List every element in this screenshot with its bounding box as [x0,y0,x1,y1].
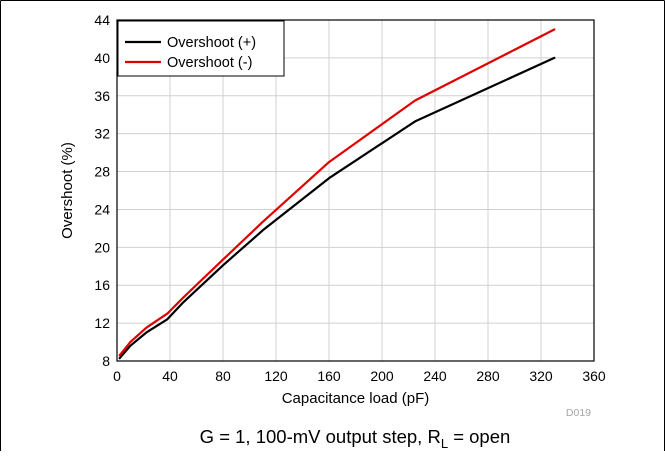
x-axis-title: Capacitance load (pF) [282,390,430,407]
x-tick-label: 280 [476,368,500,384]
y-tick-label: 40 [94,50,110,66]
x-tick-label: 240 [423,368,447,384]
figure-id: D019 [566,407,591,419]
series-line-1 [118,56,556,360]
y-axis-title: Overshoot (%) [59,142,76,239]
y-tick-label: 12 [94,315,110,331]
legend: Overshoot (+) Overshoot (-) [117,20,285,77]
legend-label-2: Overshoot (-) [167,55,252,71]
series-layer [118,28,556,360]
series-line-2 [118,28,556,357]
y-tick-label: 44 [94,12,110,28]
x-tick-label: 0 [113,368,121,384]
grid [117,20,594,361]
y-tick-label: 16 [94,277,110,293]
y-tick-label: 24 [94,201,110,217]
x-tick-label: 80 [215,368,231,384]
y-tick-label: 36 [94,88,110,104]
plot-border [116,19,595,362]
caption-subscript: L [441,436,448,451]
figure-caption: G = 1, 100-mV output step, RL = open [200,426,511,451]
y-tick-label: 32 [94,126,110,142]
x-tick-label: 320 [529,368,553,384]
x-tick-label: 360 [582,368,606,384]
caption-suffix: = open [448,426,510,447]
x-tick-label: 200 [370,368,394,384]
legend-label-1: Overshoot (+) [167,35,256,51]
y-tick-label: 28 [94,164,110,180]
legend-box [117,20,285,77]
tick-labels: 0 40 80 120 160 200 240 280 320 360 8 12 16 20 24 28 32 3… [94,12,605,384]
x-tick-label: 120 [264,368,288,384]
x-tick-label: 160 [317,368,341,384]
x-tick-label: 40 [162,368,178,384]
y-tick-label: 20 [94,239,110,255]
y-tick-label: 8 [102,353,110,369]
caption-prefix: G = 1, 100-mV output step, R [200,426,441,447]
